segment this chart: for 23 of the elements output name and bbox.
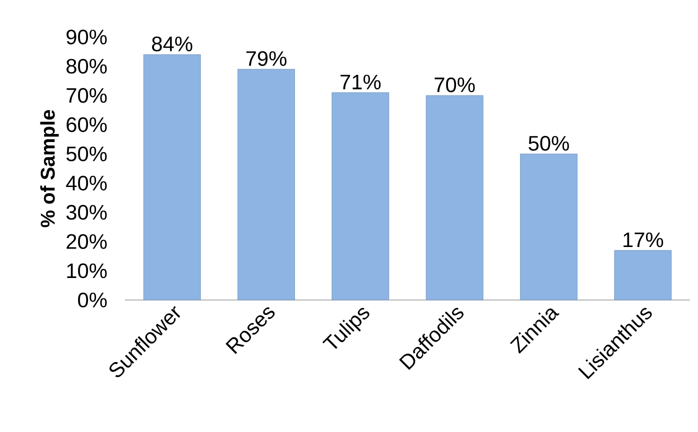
data-label: 50% [528, 136, 569, 151]
y-tick-label: 30% [66, 204, 107, 220]
y-tick-label: 10% [67, 263, 107, 278]
data-label: 79% [246, 51, 286, 66]
bar [426, 95, 484, 300]
bar [238, 68, 295, 300]
bar [614, 250, 672, 300]
data-label: 71% [340, 74, 381, 90]
y-tick-label: 50% [66, 146, 107, 162]
y-axis-title: % of Sample [40, 110, 59, 228]
data-label: 70% [434, 77, 475, 92]
y-tick-label: 80% [66, 58, 107, 74]
data-label: 17% [624, 232, 664, 248]
y-tick-label: 20% [66, 234, 107, 249]
bar [332, 92, 390, 300]
data-label: 84% [152, 36, 192, 52]
y-tick-label: 40% [66, 176, 107, 191]
bar [520, 154, 578, 300]
y-tick-label: 90% [66, 30, 107, 44]
bar [143, 54, 201, 300]
y-tick-label: 60% [66, 117, 107, 132]
y-tick-label: 0% [78, 292, 107, 308]
y-tick-label: 70% [66, 88, 107, 103]
